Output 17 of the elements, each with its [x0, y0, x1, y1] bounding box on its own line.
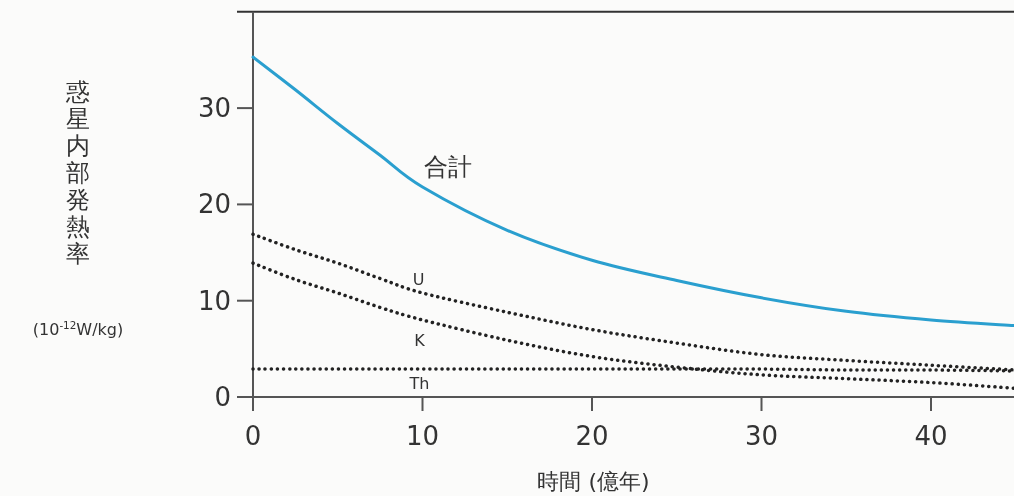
y-tick-label: 0: [214, 382, 231, 412]
x-tick-label: 30: [744, 421, 779, 451]
x-tick-label: 20: [575, 421, 609, 451]
y-tick-label: 20: [197, 189, 231, 220]
series-label: K: [414, 330, 426, 350]
y-tick-label: 10: [197, 285, 231, 316]
text: (10$^{-12}$W/kg): [32, 319, 124, 339]
line-series: [251, 55, 1014, 328]
y-tick-label: 30: [197, 93, 231, 124]
x-axis-title: 時間 (億年): [537, 469, 650, 494]
y-axis-title: 惑星内部発熱率: [65, 78, 90, 268]
x-tick-label: 0: [244, 421, 262, 451]
series-label: 合計: [423, 153, 472, 182]
series-label: U: [412, 270, 425, 289]
x-tick-label: 40: [914, 421, 948, 451]
series-label: Th: [408, 374, 430, 394]
x-tick-label: 10: [405, 421, 440, 451]
